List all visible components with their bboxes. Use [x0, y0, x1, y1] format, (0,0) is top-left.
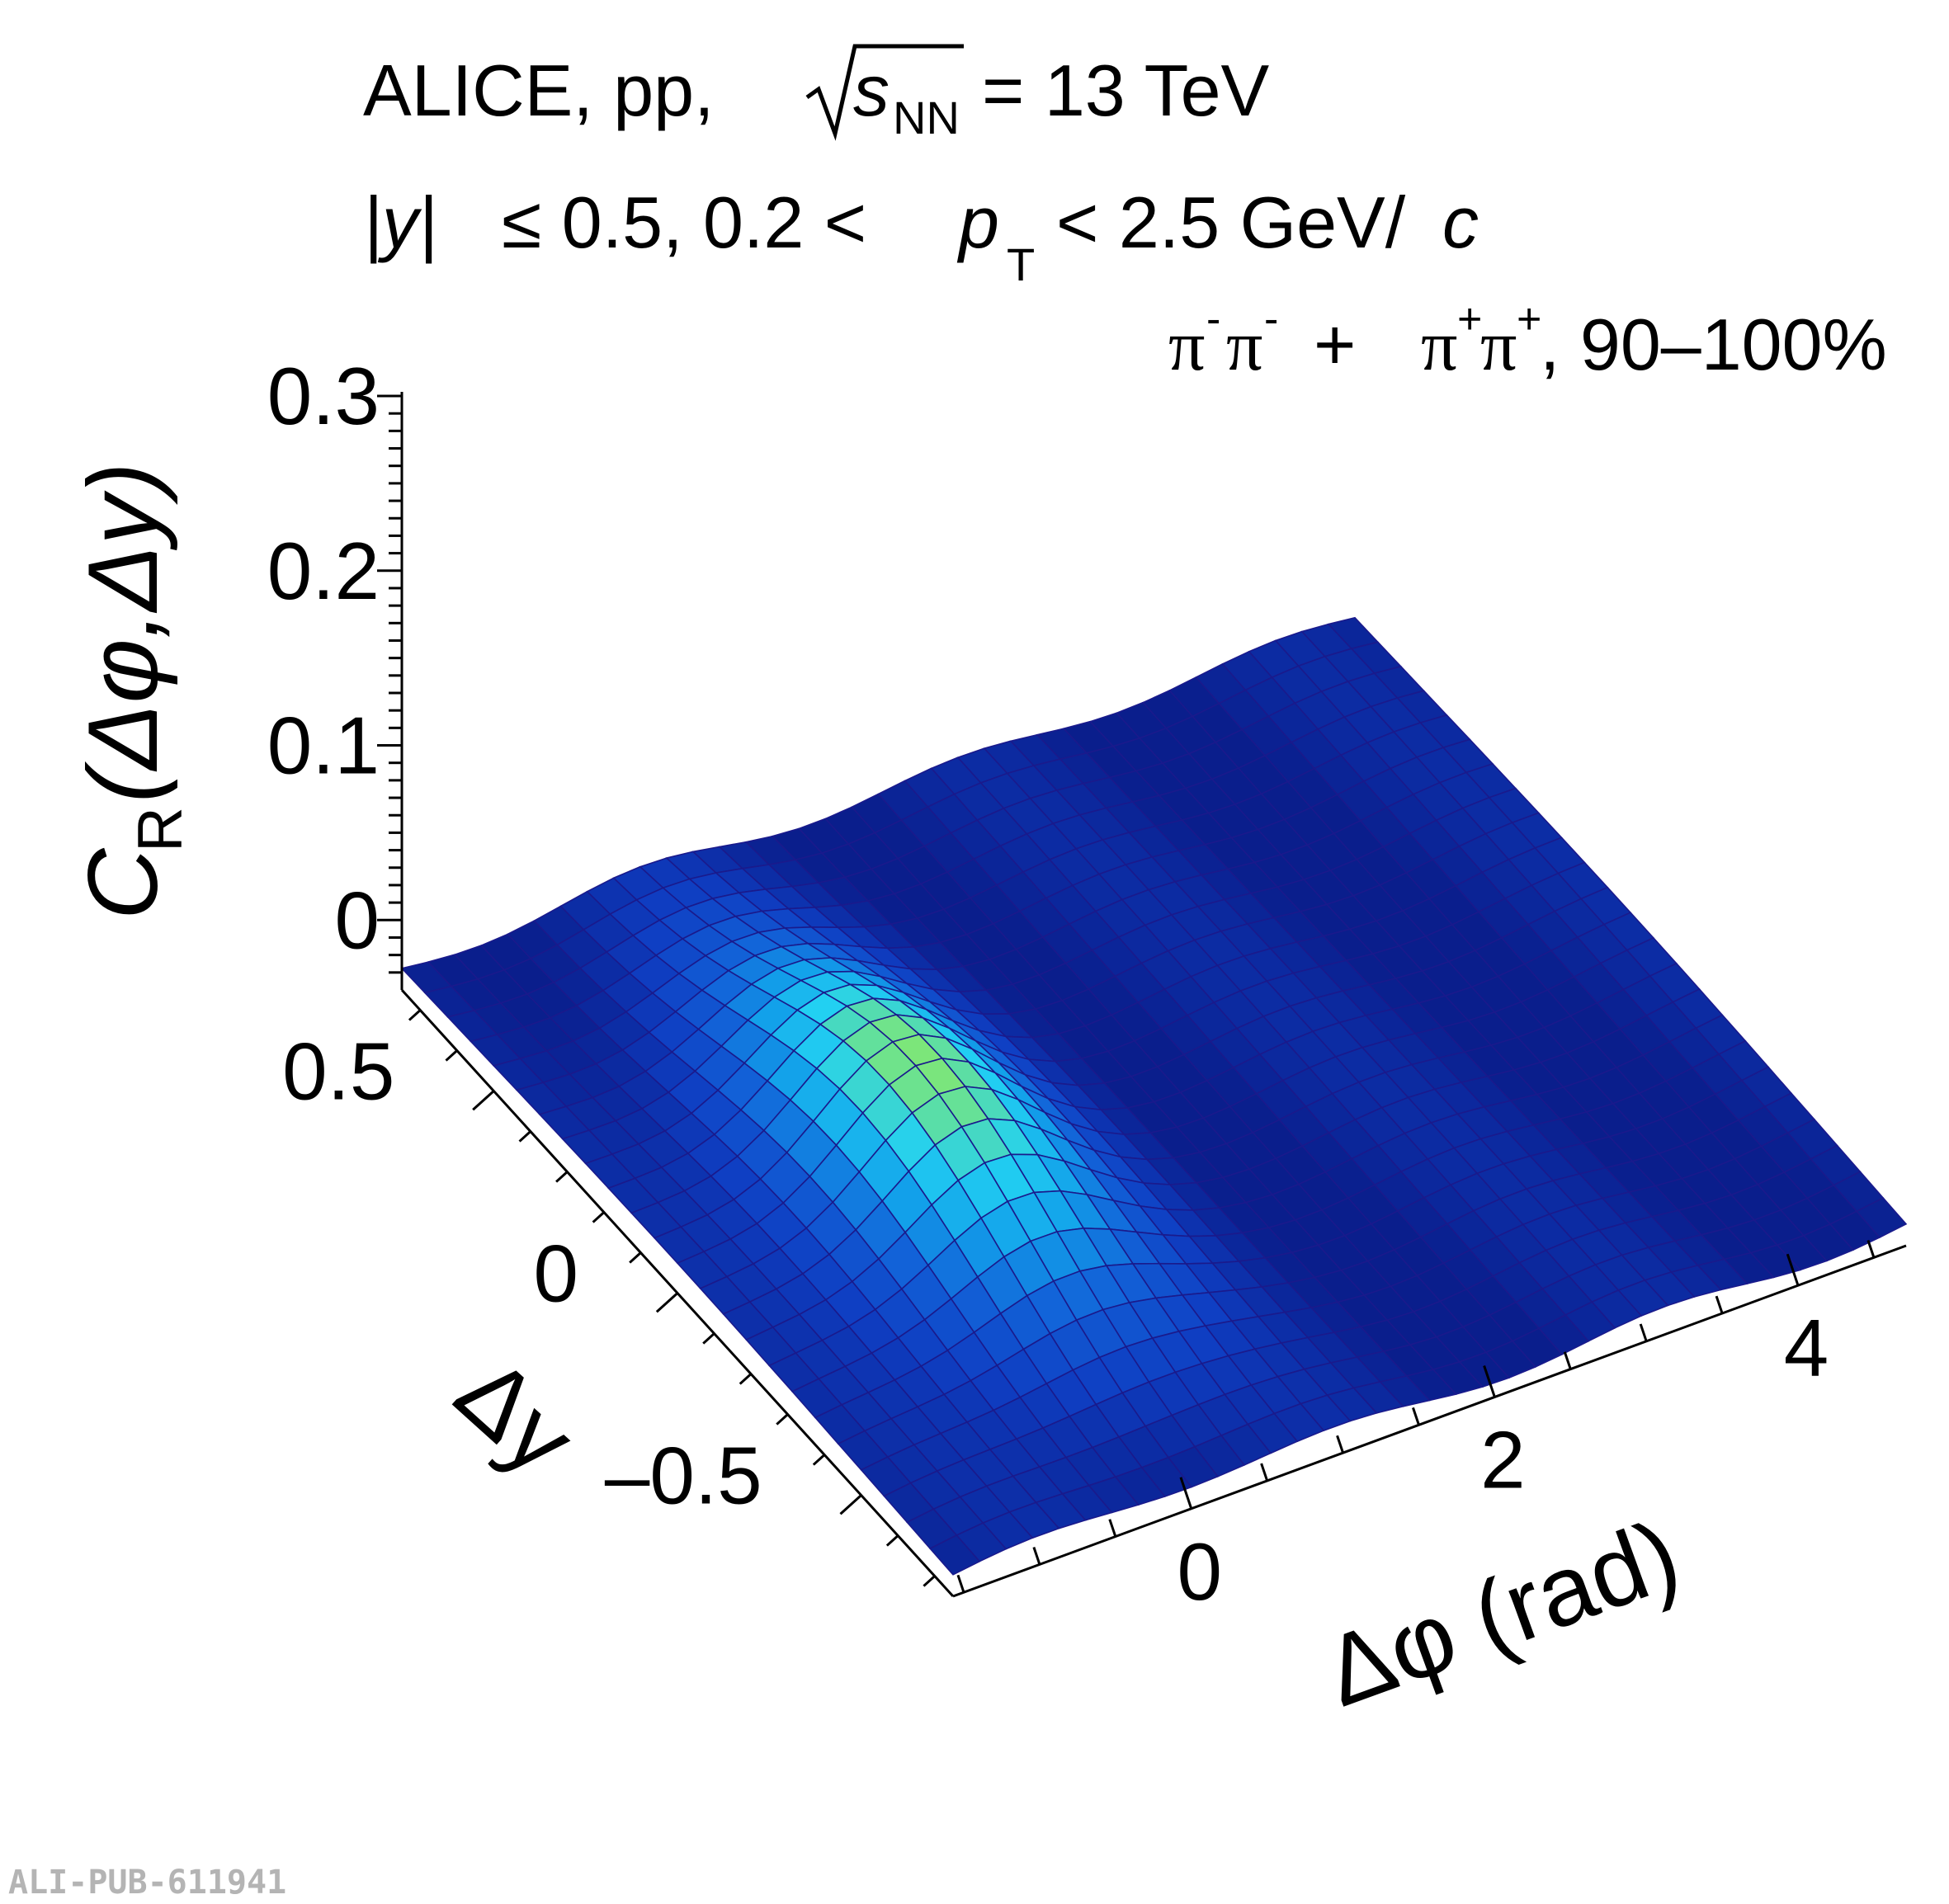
header-sup-1: -: [1206, 295, 1220, 343]
x-major-tick: [1483, 1364, 1496, 1397]
x-minor-tick: [1866, 1239, 1876, 1258]
chart-header: ALICE, pp, s NN = 13 TeV |y| ≤ 0.5, 0.2 …: [363, 44, 1887, 386]
publication-id: ALI-PUB-611941: [8, 1864, 286, 1902]
y-minor-tick: [812, 1454, 826, 1466]
header-sup-3: +: [1457, 295, 1482, 343]
x-tick-label: 2: [1480, 1414, 1526, 1505]
x-tick-label: 0: [1177, 1526, 1222, 1617]
x-minor-tick: [1715, 1295, 1724, 1314]
x-minor-tick: [1412, 1407, 1420, 1426]
x-minor-tick: [1563, 1351, 1572, 1370]
y-minor-tick: [445, 1049, 458, 1062]
x-minor-tick: [1108, 1519, 1117, 1538]
x-minor-tick: [1260, 1463, 1269, 1482]
axes: 0 0.1 0.2 0.3 –0.5 0 0.5 0 2 4: [267, 351, 1907, 1617]
y-major-tick: [655, 1292, 679, 1313]
header-pi-1: π: [1168, 306, 1205, 386]
y-minor-tick: [702, 1332, 715, 1345]
y-tick-label: 0: [533, 1228, 578, 1319]
y-minor-tick: [739, 1373, 753, 1385]
x-minor-tick: [1336, 1435, 1344, 1454]
x-minor-tick: [1032, 1547, 1041, 1565]
header-experiment: ALICE, pp,: [363, 49, 715, 131]
header-centrality: , 90–100%: [1540, 304, 1887, 385]
y-major-tick: [472, 1090, 495, 1111]
z-tick-label: 0.1: [267, 700, 380, 791]
header-energy: = 13 TeV: [982, 49, 1270, 131]
x-major-tick: [1786, 1253, 1800, 1286]
header-rapidity-range: ≤ 0.5, 0.2 <: [502, 181, 866, 263]
z-axis-title-sub: R: [125, 807, 196, 852]
z-tick-label: 0.3: [267, 351, 380, 441]
header-pi-3: π: [1421, 306, 1457, 386]
surface-mesh: [400, 616, 1908, 1576]
x-axis-title: Δφ (rad): [1310, 1498, 1693, 1727]
y-minor-tick: [923, 1575, 936, 1587]
z-tick-label: 0.2: [267, 525, 380, 616]
x-tick-label: 4: [1784, 1303, 1829, 1393]
z-tick-label: 0: [334, 874, 380, 965]
y-tick-label: 0.5: [282, 1026, 394, 1117]
x-axis-line: [952, 1244, 1907, 1598]
y-minor-tick: [555, 1171, 569, 1183]
y-minor-tick: [408, 1009, 422, 1021]
header-sqrt-sub: NN: [893, 92, 960, 144]
y-minor-tick: [592, 1211, 605, 1223]
surface-cell: [928, 1534, 981, 1576]
header-sup-4: +: [1517, 295, 1541, 343]
header-pt: p: [956, 181, 999, 263]
z-axis-title-main: C: [68, 847, 178, 920]
x-minor-tick: [956, 1574, 965, 1593]
header-pt-sub: T: [1007, 238, 1035, 290]
y-axis-title: Δy: [436, 1336, 596, 1496]
header-pi-2: π: [1226, 306, 1262, 386]
header-sqrt-var: s: [853, 49, 890, 131]
header-plus: +: [1314, 304, 1356, 385]
z-axis-title: C R (Δφ,Δy): [68, 462, 196, 920]
x-major-tick: [1179, 1477, 1193, 1510]
y-tick-label: –0.5: [605, 1430, 762, 1521]
header-sup-2: -: [1264, 295, 1278, 343]
header-c: c: [1442, 181, 1479, 263]
z-axis-title-args: (Δφ,Δy): [68, 462, 178, 803]
header-abs-y: |y|: [363, 181, 437, 264]
header-pt-range: < 2.5 GeV/: [1056, 181, 1406, 263]
x-minor-tick: [1639, 1323, 1648, 1342]
y-minor-tick: [885, 1534, 899, 1547]
header-pi-4: π: [1480, 306, 1517, 386]
y-minor-tick: [629, 1251, 642, 1264]
y-major-tick: [839, 1494, 862, 1515]
y-minor-tick: [518, 1130, 531, 1143]
sqrt-sign-icon: [805, 44, 964, 141]
y-minor-tick: [776, 1413, 789, 1426]
